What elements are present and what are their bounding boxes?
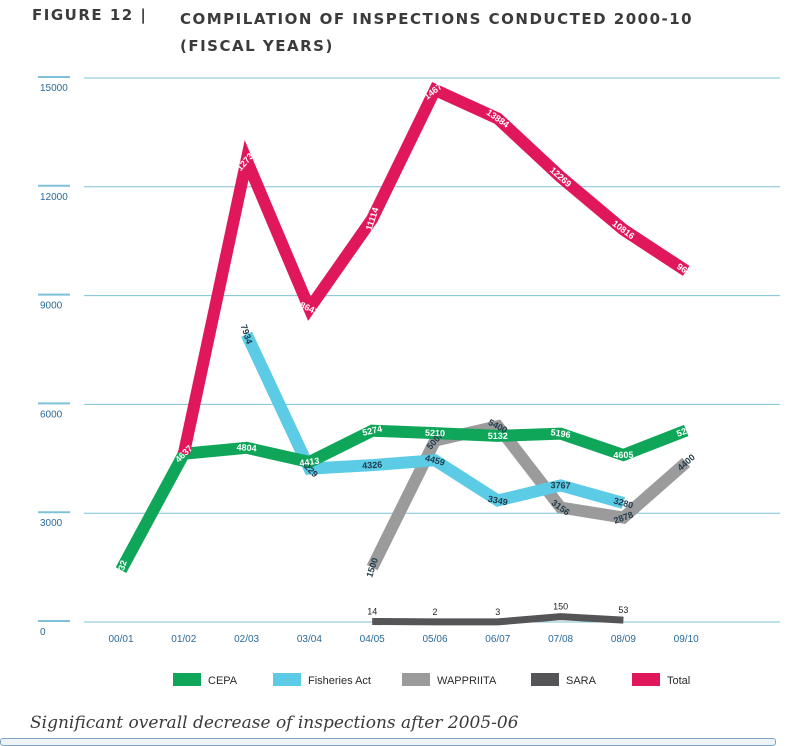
x-tick-label: 06/07: [485, 634, 510, 645]
chart-caption: Significant overall decrease of inspecti…: [30, 713, 519, 733]
series-total: [177, 82, 690, 456]
y-tick-label: 3000: [40, 518, 63, 529]
data-label-cepa: 5274: [361, 424, 383, 438]
x-tick-label: 05/06: [422, 634, 447, 645]
data-label-sara: 14: [367, 606, 377, 616]
x-tick-label: 07/08: [548, 634, 573, 645]
legend-swatch-wappriita: [402, 673, 430, 686]
y-tick-label: 0: [40, 627, 46, 638]
data-label-fisheries-act: 4326: [362, 459, 383, 470]
legend-swatch-total: [632, 673, 660, 686]
data-label-cepa: 5132: [488, 431, 508, 441]
series-line-total: [177, 82, 690, 456]
x-tick-label: 04/05: [360, 634, 385, 645]
data-label-cepa: 4413: [299, 456, 320, 469]
figure-title: COMPILATION OF INSPECTIONS CONDUCTED 200…: [180, 10, 694, 55]
data-label-sara: 53: [618, 605, 628, 615]
legend-label-cepa: CEPA: [208, 675, 238, 687]
figure-label: FIGURE 12 |: [32, 6, 148, 24]
legend-swatch-fisheries-act: [273, 673, 301, 686]
x-tick-label: 03/04: [297, 634, 322, 645]
legend-label-wappriita: WAPPRIITA: [437, 675, 497, 687]
legend-label-fisheries-act: Fisheries Act: [308, 675, 371, 687]
data-label-cepa: 5210: [425, 428, 445, 439]
series-cepa: [115, 424, 689, 573]
series-line-sara: [372, 613, 624, 626]
x-tick-label: 09/10: [674, 634, 699, 645]
x-tick-label: 00/01: [108, 634, 133, 645]
data-label-total: 9680: [675, 261, 697, 280]
legend-label-total: Total: [667, 675, 690, 687]
data-label-sara: 3: [495, 607, 500, 617]
x-tick-label: 02/03: [234, 634, 259, 645]
data-label-fisheries-act: 3767: [550, 480, 570, 490]
series-line-fisheries-act: [241, 331, 626, 509]
data-label-sara: 2: [432, 607, 437, 617]
x-tick-label: 08/09: [611, 634, 636, 645]
data-label-fisheries-act: 3280: [612, 496, 634, 511]
legend-swatch-cepa: [173, 673, 201, 686]
data-label-fisheries-act: 7934: [239, 323, 255, 345]
y-tick-label: 12000: [40, 192, 68, 203]
series-line-cepa: [115, 424, 689, 573]
x-tick-label: 01/02: [171, 634, 196, 645]
y-tick-label: 15000: [40, 83, 68, 94]
page-bottom-rule: [0, 738, 776, 746]
data-label-cepa: 4804: [236, 442, 257, 453]
data-label-fisheries-act: 3349: [487, 494, 509, 508]
y-tick-label: 6000: [40, 409, 63, 420]
legend: CEPA Fisheries Act WAPPRIITA SARA Total: [173, 673, 690, 687]
legend-swatch-sara: [531, 673, 559, 686]
data-label-cepa: 5196: [550, 427, 571, 440]
data-label-cepa: 4605: [613, 450, 633, 460]
series-sara: [372, 613, 624, 626]
series-fisheries-act: [241, 331, 626, 509]
y-tick-label: 9000: [40, 301, 63, 312]
legend-label-sara: SARA: [566, 675, 597, 687]
data-label-total: 12269: [548, 165, 573, 189]
data-label-sara: 150: [553, 602, 568, 612]
